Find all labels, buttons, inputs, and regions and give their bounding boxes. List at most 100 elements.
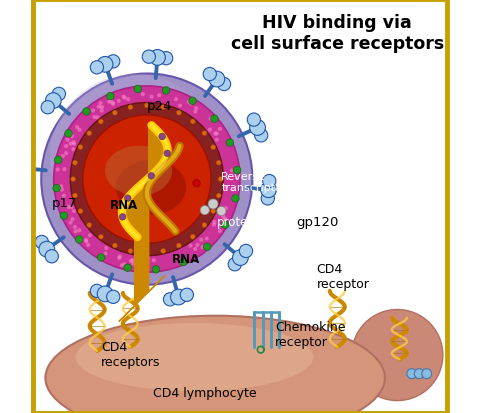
Circle shape <box>70 206 73 210</box>
Circle shape <box>159 52 173 66</box>
Circle shape <box>261 192 275 206</box>
Circle shape <box>72 142 76 147</box>
Circle shape <box>67 205 71 209</box>
Circle shape <box>261 183 276 198</box>
Text: CD4
receptors: CD4 receptors <box>101 341 161 368</box>
Circle shape <box>52 88 65 101</box>
Circle shape <box>107 56 120 69</box>
Circle shape <box>194 107 198 111</box>
Circle shape <box>176 243 181 248</box>
Circle shape <box>221 215 225 219</box>
Circle shape <box>72 194 77 199</box>
Text: RNA: RNA <box>109 199 138 211</box>
Circle shape <box>104 246 108 250</box>
Circle shape <box>221 221 229 229</box>
Circle shape <box>230 188 235 192</box>
Circle shape <box>218 128 222 132</box>
Circle shape <box>217 78 231 91</box>
Circle shape <box>75 126 79 130</box>
Text: p17: p17 <box>52 197 77 209</box>
Circle shape <box>135 257 139 261</box>
Circle shape <box>103 252 108 256</box>
Circle shape <box>98 235 103 240</box>
Circle shape <box>176 111 181 116</box>
Circle shape <box>189 102 193 107</box>
Circle shape <box>83 116 211 244</box>
Circle shape <box>217 207 226 216</box>
Circle shape <box>35 236 48 249</box>
Circle shape <box>211 145 216 150</box>
Circle shape <box>202 131 207 136</box>
Ellipse shape <box>46 316 385 413</box>
Circle shape <box>107 290 120 304</box>
Circle shape <box>180 259 187 266</box>
Circle shape <box>129 259 133 263</box>
Circle shape <box>72 148 75 152</box>
Ellipse shape <box>50 75 219 243</box>
Circle shape <box>170 290 186 305</box>
Circle shape <box>204 237 209 241</box>
Circle shape <box>422 369 432 379</box>
Circle shape <box>124 195 131 202</box>
Circle shape <box>75 236 83 244</box>
Text: protease: protease <box>217 215 269 228</box>
Circle shape <box>112 243 118 248</box>
Circle shape <box>148 173 155 180</box>
Circle shape <box>122 96 127 100</box>
Circle shape <box>199 238 204 242</box>
Circle shape <box>131 259 135 263</box>
Circle shape <box>234 176 239 180</box>
Circle shape <box>240 245 252 258</box>
Circle shape <box>71 177 76 182</box>
Circle shape <box>107 93 114 101</box>
Circle shape <box>62 168 66 172</box>
Circle shape <box>78 209 83 214</box>
Circle shape <box>174 98 178 102</box>
Circle shape <box>209 117 213 121</box>
Circle shape <box>157 94 161 98</box>
Circle shape <box>190 120 195 125</box>
Circle shape <box>64 152 68 156</box>
Circle shape <box>200 206 209 215</box>
Circle shape <box>73 230 78 234</box>
Circle shape <box>62 194 66 198</box>
Circle shape <box>204 243 211 251</box>
Circle shape <box>87 131 92 136</box>
Text: Chemokine
receptor: Chemokine receptor <box>275 320 346 348</box>
Circle shape <box>232 195 239 203</box>
Circle shape <box>142 51 156 64</box>
Circle shape <box>77 228 81 233</box>
Circle shape <box>60 212 68 220</box>
Circle shape <box>203 68 216 81</box>
Circle shape <box>117 256 121 261</box>
Circle shape <box>152 259 156 263</box>
Circle shape <box>41 101 54 114</box>
Circle shape <box>141 256 145 261</box>
Circle shape <box>108 99 113 103</box>
Circle shape <box>161 105 166 110</box>
Circle shape <box>141 93 145 97</box>
Circle shape <box>189 98 196 105</box>
Circle shape <box>211 116 218 123</box>
Circle shape <box>216 161 221 166</box>
Circle shape <box>202 223 207 228</box>
Circle shape <box>250 120 265 136</box>
Circle shape <box>226 140 234 147</box>
Circle shape <box>64 145 68 149</box>
Circle shape <box>201 245 204 249</box>
Circle shape <box>70 135 74 139</box>
Circle shape <box>254 129 268 142</box>
Circle shape <box>407 369 417 379</box>
Circle shape <box>120 263 124 268</box>
Circle shape <box>247 114 261 127</box>
Circle shape <box>193 247 197 251</box>
Circle shape <box>180 289 193 302</box>
Circle shape <box>164 151 170 157</box>
Circle shape <box>163 293 177 306</box>
Circle shape <box>145 262 149 266</box>
Circle shape <box>134 86 142 93</box>
Circle shape <box>84 240 88 244</box>
Circle shape <box>215 138 219 142</box>
Circle shape <box>90 285 104 298</box>
Circle shape <box>414 369 424 379</box>
